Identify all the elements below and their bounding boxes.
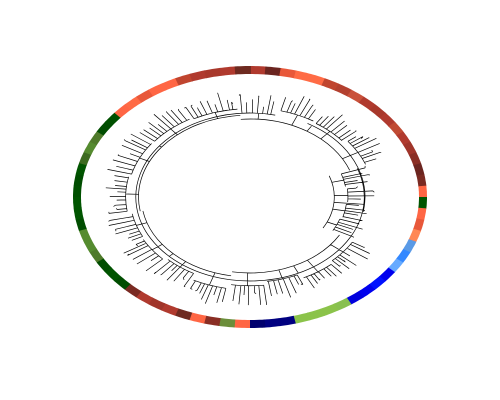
ring-segment <box>73 184 82 197</box>
ring-segment <box>75 217 87 231</box>
ring-segment <box>293 70 312 82</box>
color-ring <box>73 66 427 328</box>
ring-segment <box>161 78 180 91</box>
ring-segment <box>388 121 404 137</box>
ring-segment <box>307 73 326 86</box>
ring-segment <box>387 258 404 273</box>
ring-segment <box>346 291 364 305</box>
ring-segment <box>334 83 353 97</box>
ring-segment <box>75 162 87 176</box>
ring-segment <box>358 96 376 111</box>
ring-segment <box>89 248 104 263</box>
ring-segment <box>416 207 427 221</box>
ring-segment <box>413 163 425 177</box>
ring-segment <box>105 112 122 127</box>
ring-segment <box>307 308 325 321</box>
ring-segment <box>379 112 396 127</box>
ring-segment <box>321 78 340 91</box>
ring-segment <box>278 315 296 327</box>
ring-segment <box>78 228 92 242</box>
ring-segment <box>418 185 427 198</box>
ring-segment <box>234 66 251 75</box>
ring-segment <box>416 174 427 187</box>
ring-segment <box>408 228 421 243</box>
ring-segment <box>188 312 207 324</box>
ring-segment <box>204 67 222 79</box>
ring-segment <box>333 297 352 311</box>
tree-branches <box>105 92 382 306</box>
ring-segment <box>96 257 112 273</box>
ring-segment <box>147 297 166 311</box>
ring-segment <box>368 276 386 291</box>
ring-segment <box>89 130 105 145</box>
ring-segment <box>219 66 237 76</box>
ring-segment <box>320 303 339 316</box>
ring-segment <box>160 303 179 316</box>
ring-segment <box>408 152 422 166</box>
ring-segment <box>73 173 84 187</box>
ring-segment <box>250 66 267 75</box>
ring-segment <box>402 239 417 253</box>
ring-segment <box>369 104 387 119</box>
ring-segment <box>104 267 121 282</box>
ring-segment <box>124 96 142 110</box>
ring-segment <box>263 318 281 328</box>
ring-segment <box>358 284 376 298</box>
ring-segment <box>114 103 132 118</box>
ring-segment <box>413 218 425 232</box>
ring-segment <box>218 318 236 328</box>
ring-segment <box>73 207 84 220</box>
ring-segment <box>189 70 208 82</box>
ring-segment <box>136 89 154 103</box>
ring-segment <box>174 308 193 321</box>
ring-segment <box>395 249 411 264</box>
ring-segment <box>418 197 427 210</box>
ring-segment <box>396 131 411 146</box>
ring-segment <box>83 238 97 253</box>
ring-segment <box>175 73 193 86</box>
ring-segment <box>73 196 82 209</box>
ring-segment <box>96 121 113 136</box>
ring-segment <box>249 319 266 328</box>
ring-segment <box>79 151 92 166</box>
ring-segment <box>135 290 154 305</box>
phylogenetic-tree <box>105 92 382 306</box>
ring-segment <box>292 312 311 324</box>
ring-segment <box>403 141 417 156</box>
ring-segment <box>378 267 395 282</box>
ring-segment <box>346 89 365 104</box>
ring-segment <box>264 66 282 76</box>
ring-segment <box>279 68 297 79</box>
ring-segment <box>148 83 167 97</box>
ring-segment <box>113 275 131 290</box>
ring-segment <box>83 141 98 155</box>
ring-segment <box>233 319 250 328</box>
ring-segment <box>203 315 221 326</box>
ring-segment <box>124 283 142 298</box>
